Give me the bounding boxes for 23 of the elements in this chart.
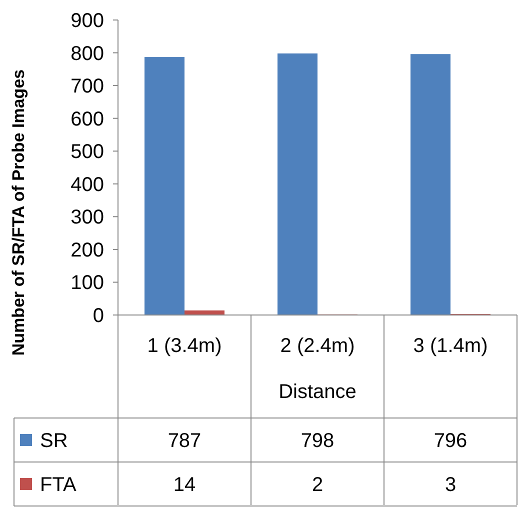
legend-label: SR (40, 430, 68, 452)
data-label: 2 (312, 474, 324, 496)
data-label: 798 (300, 430, 334, 452)
y-tick-label: 800 (70, 42, 104, 65)
x-axis-title: Distance (278, 381, 356, 403)
y-tick-label: 700 (70, 76, 104, 98)
y-tick-label: 400 (70, 174, 104, 196)
legend-label: FTA (40, 474, 77, 496)
data-label: 14 (173, 474, 196, 496)
y-tick-label: 500 (70, 141, 104, 164)
y-axis-title: Number of SR/FTA of Probe Images (9, 69, 28, 356)
x-tick-label: 1 (3.4m) (147, 335, 222, 357)
y-tick-label: 300 (70, 206, 104, 229)
x-tick-label: 2 (2.4m) (280, 335, 355, 357)
x-tick-label: 3 (1.4m) (413, 335, 488, 357)
y-tick-label: 200 (70, 239, 104, 262)
y-tick-label: 0 (92, 305, 104, 327)
y-tick-label: 900 (70, 10, 104, 32)
y-tick-label: 100 (70, 272, 104, 294)
data-label: 3 (444, 474, 456, 496)
data-label: 796 (434, 430, 468, 452)
data-label: 787 (168, 430, 202, 452)
y-tick-label: 600 (70, 108, 104, 130)
